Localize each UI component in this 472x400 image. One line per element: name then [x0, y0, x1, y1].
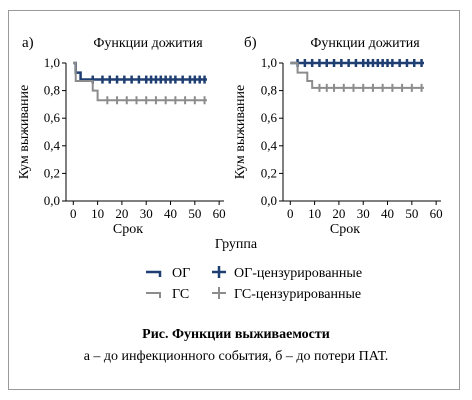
- y-tick-label: 0,2: [44, 165, 60, 180]
- y-tick-label: 1,0: [261, 55, 277, 70]
- legend: ОГ ОГ-цензурированные ГС ГС-цензурирован…: [146, 266, 362, 302]
- x-tick-label: 10: [308, 206, 321, 221]
- x-tick-label: 40: [381, 206, 394, 221]
- y-tick-label: 0,6: [261, 110, 278, 125]
- y-axis-label: Кум выживание: [233, 85, 248, 179]
- x-tick-label: 60: [213, 206, 226, 221]
- caption-text: а – до инфекционного события, б – до пот…: [84, 349, 389, 364]
- x-tick-label: 30: [357, 206, 370, 221]
- series-line-gs: [73, 62, 207, 102]
- legend-item-og: ОГ: [146, 266, 190, 281]
- x-tick-label: 50: [188, 206, 201, 221]
- y-tick-label: 0,8: [44, 83, 60, 98]
- chart-panel-a: а) Функции дожития 0,0 0,2 0,4 0,6 0,8 1,0 0 10 20…: [17, 35, 226, 237]
- legend-swatch-gs: [146, 292, 161, 298]
- y-tick-label: 0,0: [44, 193, 60, 208]
- legend-label-gs-censored: ГС-цензурированные: [234, 287, 361, 302]
- figure-frame: [8, 10, 460, 390]
- x-tick-label: 0: [287, 206, 294, 221]
- series-line-gs: [290, 62, 424, 89]
- y-tick-label: 0,8: [261, 83, 277, 98]
- legend-title: Группа: [215, 237, 258, 252]
- legend-item-og-censored: ОГ-цензурированные: [212, 266, 362, 281]
- x-tick-label: 20: [115, 206, 128, 221]
- y-axis-label: Кум выживание: [17, 85, 32, 179]
- x-tick-label: 40: [164, 206, 177, 221]
- legend-item-gs: ГС: [146, 287, 189, 302]
- legend-label-og-censored: ОГ-цензурированные: [234, 266, 362, 281]
- x-tick-label: 50: [405, 206, 418, 221]
- chart-title: Функции дожития: [93, 36, 203, 51]
- y-tick-label: 0,2: [261, 165, 277, 180]
- x-axis-label: Срок: [113, 222, 143, 237]
- chart-panel-b: б) Функции дожития 0,0 0,2 0,4 0,6 0,8 1,0 0 10 20…: [233, 35, 443, 237]
- legend-swatch-og: [146, 270, 162, 277]
- legend-label-og: ОГ: [172, 266, 190, 281]
- y-tick-label: 0,4: [44, 138, 61, 153]
- caption-title: Рис. Функции выживаемости: [142, 327, 330, 342]
- y-tick-label: 1,0: [44, 55, 60, 70]
- x-tick-label: 10: [91, 206, 104, 221]
- y-tick-label: 0,6: [44, 110, 61, 125]
- x-tick-label: 30: [140, 206, 153, 221]
- x-tick-label: 60: [430, 206, 443, 221]
- legend-label-gs: ГС: [172, 287, 189, 302]
- chart-title: Функции дожития: [310, 36, 420, 51]
- panel-letter: а): [22, 35, 34, 51]
- y-tick-label: 0,4: [261, 138, 278, 153]
- x-tick-label: 0: [70, 206, 77, 221]
- legend-item-gs-censored: ГС-цензурированные: [212, 287, 361, 302]
- y-tick-label: 0,0: [261, 193, 277, 208]
- panel-letter: б): [244, 35, 257, 51]
- x-tick-label: 20: [332, 206, 345, 221]
- x-axis-label: Срок: [330, 222, 360, 237]
